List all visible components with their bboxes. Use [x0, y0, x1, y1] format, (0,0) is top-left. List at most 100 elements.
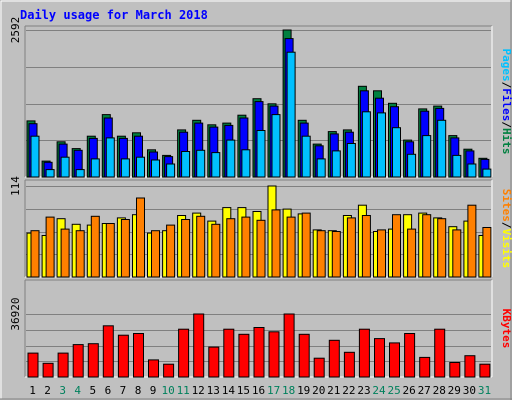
bar-sites — [241, 216, 251, 278]
y-max-label-kbytes: 36920 — [9, 297, 22, 330]
bar-sites — [316, 230, 326, 278]
bar-pages — [30, 135, 40, 178]
bar-sites — [90, 215, 100, 278]
bar-sites — [136, 197, 145, 278]
x-tick-label: 20 — [312, 384, 325, 397]
x-tick-label: 3 — [59, 384, 66, 397]
x-tick-label: 14 — [222, 384, 236, 397]
bar-pages — [120, 158, 130, 178]
side-label-part: KBytes — [500, 309, 512, 349]
bar-kbytes — [193, 313, 205, 378]
x-tick-label: 8 — [135, 384, 142, 397]
y-max-label-visits: 114 — [9, 176, 22, 196]
x-tick-label: 21 — [327, 384, 340, 397]
bar-sites — [361, 215, 371, 278]
bar-pages — [377, 112, 386, 178]
bar-sites — [407, 228, 417, 278]
x-tick-label: 28 — [433, 384, 446, 397]
bar-pages — [45, 169, 55, 178]
bar-kbytes — [57, 352, 69, 378]
bar-kbytes — [208, 346, 220, 378]
bar-kbytes — [343, 351, 355, 378]
bar-pages — [346, 143, 356, 178]
bar-pages — [181, 151, 191, 178]
bar-sites — [196, 215, 206, 278]
x-tick-label: 6 — [105, 384, 112, 397]
x-tick-label: 26 — [402, 384, 415, 397]
bar-pages — [151, 159, 160, 178]
bar-sites — [256, 219, 266, 278]
x-tick-label: 11 — [177, 384, 190, 397]
bar-pages — [422, 135, 432, 178]
x-tick-label: 1 — [29, 384, 36, 397]
bar-kbytes — [102, 325, 114, 378]
x-tick-label: 17 — [267, 384, 280, 397]
y-max-label-hits: 2592 — [9, 17, 22, 44]
side-label-part: Files — [500, 88, 512, 121]
x-tick-label: 12 — [192, 384, 205, 397]
bar-sites — [467, 204, 477, 278]
bar-sites — [105, 223, 115, 278]
x-tick-label: 4 — [74, 384, 81, 397]
bar-pages — [136, 156, 145, 178]
bar-kbytes — [328, 339, 340, 378]
bar-kbytes — [449, 362, 461, 378]
bar-kbytes — [223, 328, 235, 378]
bar-pages — [467, 163, 477, 178]
side-label-part: Visits — [500, 229, 512, 269]
bar-sites — [346, 217, 356, 278]
bar-kbytes — [404, 333, 416, 378]
bar-kbytes — [313, 357, 325, 378]
bar-sites — [151, 230, 160, 278]
bar-kbytes — [178, 328, 190, 378]
bar-pages — [271, 114, 281, 178]
x-tick-label: 27 — [418, 384, 431, 397]
bar-kbytes — [283, 313, 295, 378]
x-tick-label: 5 — [89, 384, 96, 397]
x-tick-label: 29 — [448, 384, 461, 397]
x-tick-label: 22 — [342, 384, 355, 397]
x-tick-label: 10 — [161, 384, 174, 397]
bar-sites — [377, 229, 386, 278]
bar-pages — [361, 111, 371, 178]
side-label-kbytes: KBytes — [500, 309, 512, 349]
x-tick-label: 13 — [207, 384, 220, 397]
panel-kbytes: 36920 KBytes — [9, 279, 512, 378]
bar-kbytes — [434, 328, 446, 378]
bar-pages — [407, 153, 417, 178]
bar-sites — [120, 219, 130, 278]
bar-kbytes — [298, 333, 310, 378]
bar-sites — [392, 214, 401, 278]
side-label-part: / — [500, 222, 512, 229]
bar-pages — [166, 163, 176, 178]
bar-pages — [437, 119, 447, 178]
bar-sites — [166, 224, 176, 278]
bar-kbytes — [72, 344, 84, 378]
bar-pages — [241, 149, 251, 178]
chart-title: Daily usage for March 2018 — [20, 8, 208, 22]
bar-kbytes — [358, 328, 370, 378]
bar-pages — [286, 51, 296, 178]
x-tick-label: 16 — [252, 384, 265, 397]
bar-sites — [271, 209, 281, 278]
bar-sites — [286, 216, 296, 278]
side-label-separator: / — [500, 121, 512, 128]
bar-kbytes — [163, 363, 175, 378]
bar-kbytes — [374, 338, 385, 378]
side-label-visits: Sites/Visits — [500, 189, 512, 269]
bar-sites — [452, 229, 462, 278]
bar-pages — [392, 127, 401, 178]
bar-sites — [181, 219, 191, 278]
bar-pages — [316, 158, 326, 178]
bar-sites — [301, 212, 311, 278]
side-label-part: Hits — [500, 128, 512, 155]
bar-sites — [437, 218, 447, 278]
side-label-part: Sites — [500, 189, 512, 222]
bar-sites — [30, 230, 40, 278]
bar-pages — [256, 130, 266, 178]
bar-pages — [105, 137, 115, 178]
bar-pages — [452, 154, 462, 178]
bar-pages — [211, 152, 221, 178]
x-tick-label: 24 — [372, 384, 386, 397]
